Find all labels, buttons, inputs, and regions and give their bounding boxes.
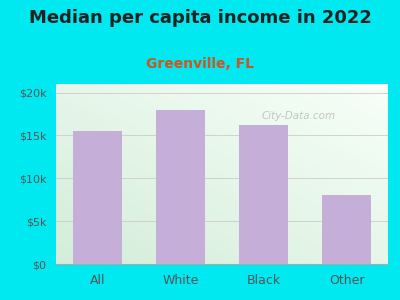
Bar bbox=[156, 110, 206, 264]
Bar bbox=[238, 125, 288, 264]
Bar bbox=[73, 131, 122, 264]
Bar bbox=[322, 195, 372, 264]
Text: Median per capita income in 2022: Median per capita income in 2022 bbox=[28, 9, 372, 27]
Text: City-Data.com: City-Data.com bbox=[261, 111, 336, 122]
Text: Greenville, FL: Greenville, FL bbox=[146, 57, 254, 71]
